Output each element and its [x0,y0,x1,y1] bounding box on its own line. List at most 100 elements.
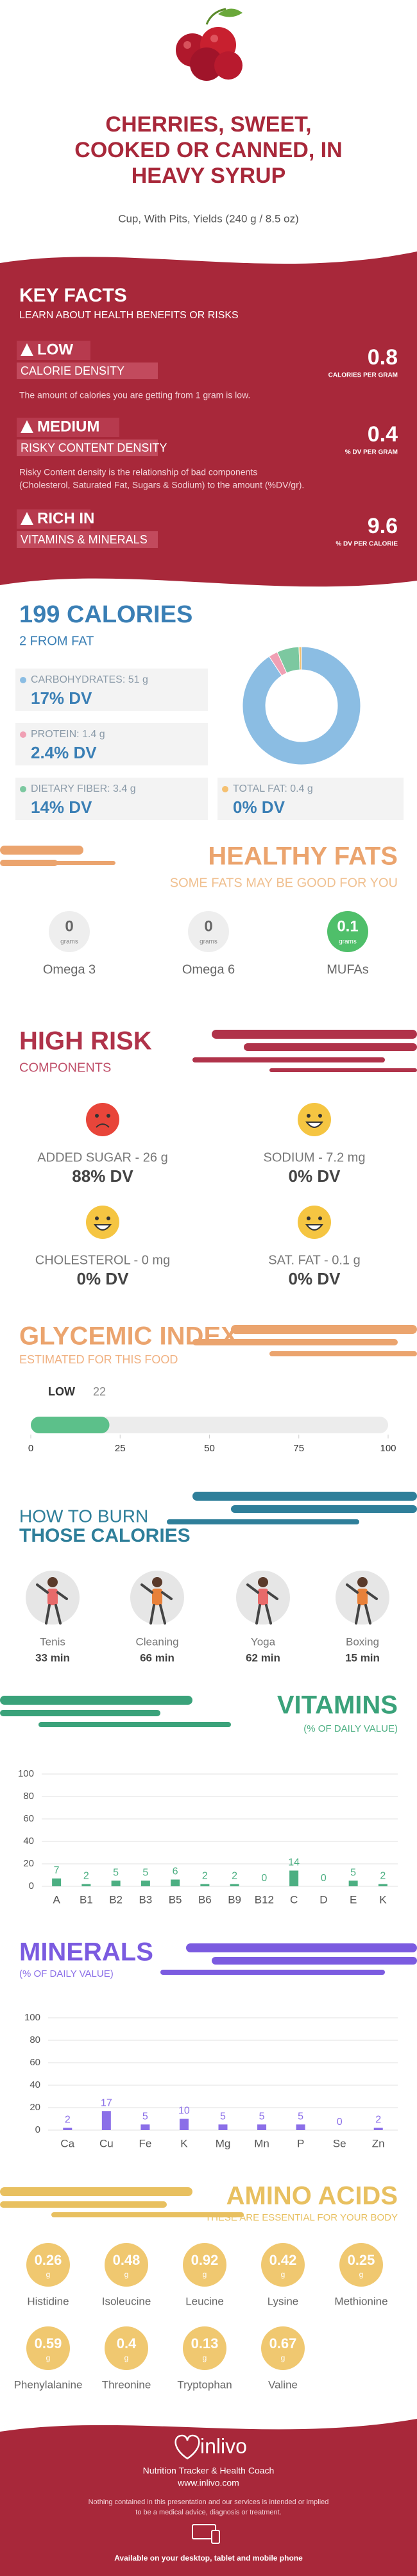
y-tick-label: 60 [23,1813,34,1824]
decor-stripe [231,1505,417,1513]
amino-value: 0.26 [35,2252,62,2268]
y-tick-label: 20 [30,2102,40,2113]
section-subtitle: COMPONENTS [19,1061,111,1075]
x-tick-label: B1 [80,1893,93,1906]
amino-unit: g [359,2270,364,2279]
value-label: 0 [261,1873,267,1884]
nutrient-label: PROTEIN: 1.4 g [31,729,105,740]
decor-stripe [0,1696,192,1705]
value-label: 5 [298,2111,303,2122]
x-tick-label: D [319,1893,327,1906]
level-icon [21,420,33,433]
fat-value: 0.1 [337,917,358,935]
key-facts-background [0,252,417,587]
risk-dv: 0% DV [289,1166,341,1186]
amino-value: 0.67 [269,2335,297,2351]
fact-description: (Cholesterol, Saturated Fat, Sugars & So… [19,480,304,490]
section-subtitle: LEARN ABOUT HEALTH BENEFITS OR RISKS [19,310,239,321]
amino-name: Phenylalanine [14,2378,83,2391]
fact-description: Risky Content density is the relationshi… [19,467,257,477]
risk-dv: 0% DV [289,1269,341,1288]
nutrient-dot [20,677,26,683]
figure-body [258,1589,268,1605]
amino-name: Methionine [334,2295,387,2307]
decor-stripe [269,1351,417,1356]
bar [140,1881,150,1886]
bar [81,1884,91,1886]
x-tick-label: Mg [216,2137,231,2149]
fat-value: 0 [204,917,212,935]
activity-name: Boxing [346,1635,379,1648]
fat-name: MUFAs [327,962,369,977]
risk-label: CHOLESTEROL - 0 mg [35,1253,170,1267]
decor-stripe [167,1519,359,1524]
value-label: 2 [375,2115,381,2126]
value-label: 5 [142,2111,148,2122]
amino-circle [261,2326,305,2370]
level-label: RICH IN [37,509,94,527]
gi-tick-label: 0 [28,1443,33,1454]
value-label: 2 [83,1871,89,1882]
amino-name: Valine [268,2378,298,2391]
nutrient-box [15,723,208,765]
amino-unit: g [203,2353,207,2362]
x-tick-label: P [297,2137,304,2149]
amino-unit: g [46,2270,51,2279]
risk-eye [95,1114,99,1118]
decor-stripe [0,1710,160,1716]
x-tick-label: Se [333,2137,346,2149]
fat-unit: grams [339,939,357,946]
decor-stripe [186,1943,417,1952]
section-title: AMINO ACIDS [226,2182,398,2210]
bar [378,1884,387,1886]
y-tick-label: 100 [24,2012,40,2023]
footer-tagline: Nutrition Tracker & Health Coach [143,2466,275,2476]
amino-circle [26,2326,70,2370]
section-subtitle: (% OF DAILY VALUE) [19,1968,114,1979]
value-label: 17 [101,2097,112,2108]
amino-name: Isoleucine [102,2295,151,2307]
section-subtitle: 2 FROM FAT [19,634,94,648]
amino-value: 0.48 [113,2252,140,2268]
bar [140,2124,150,2130]
risk-mouth [93,1224,112,1231]
value-label: 0 [321,1873,327,1884]
figure-body [357,1589,368,1605]
y-tick-label: 60 [30,2057,40,2068]
risk-mouth [96,1123,110,1128]
subtitle: Cup, With Pits, Yields (240 g / 8.5 oz) [118,212,299,225]
value-label: 6 [173,1866,178,1877]
activity-time: 15 min [345,1651,380,1664]
risk-mouth [305,1122,324,1128]
decor-stripe [160,1970,385,1975]
fact-unit: % DV PER GRAM [345,449,398,456]
value-label: 2 [202,1871,208,1882]
risk-label: ADDED SUGAR - 26 g [37,1150,167,1164]
bar [289,1870,299,1886]
fact-value: 0.4 [368,422,398,447]
fact-value: 9.6 [368,514,398,538]
x-tick-label: K [379,1893,387,1906]
amino-unit: g [281,2270,285,2279]
risk-dv: 88% DV [72,1166,133,1186]
decor-stripe [212,1957,417,1965]
title-line: COOKED OR CANNED, IN [74,138,342,162]
name-box [17,439,158,456]
decor-stripe [269,1068,417,1072]
section-title: HOW TO BURN [19,1506,148,1526]
y-tick-label: 0 [29,1881,34,1891]
decor-stripe [231,1325,417,1334]
y-tick-label: 20 [23,1858,34,1869]
gi-bar [31,1417,110,1433]
value-label: 7 [54,1865,60,1876]
x-tick-label: Cu [99,2137,114,2149]
fact-unit: % DV PER CALORIE [336,541,398,548]
nutrient-box [15,669,208,711]
x-tick-label: B12 [255,1893,274,1906]
bar [348,1881,358,1886]
cherry-illustration [176,8,243,81]
amino-value: 0.92 [191,2252,219,2268]
gi-level: LOW [48,1385,75,1398]
x-tick-label: E [350,1893,357,1906]
